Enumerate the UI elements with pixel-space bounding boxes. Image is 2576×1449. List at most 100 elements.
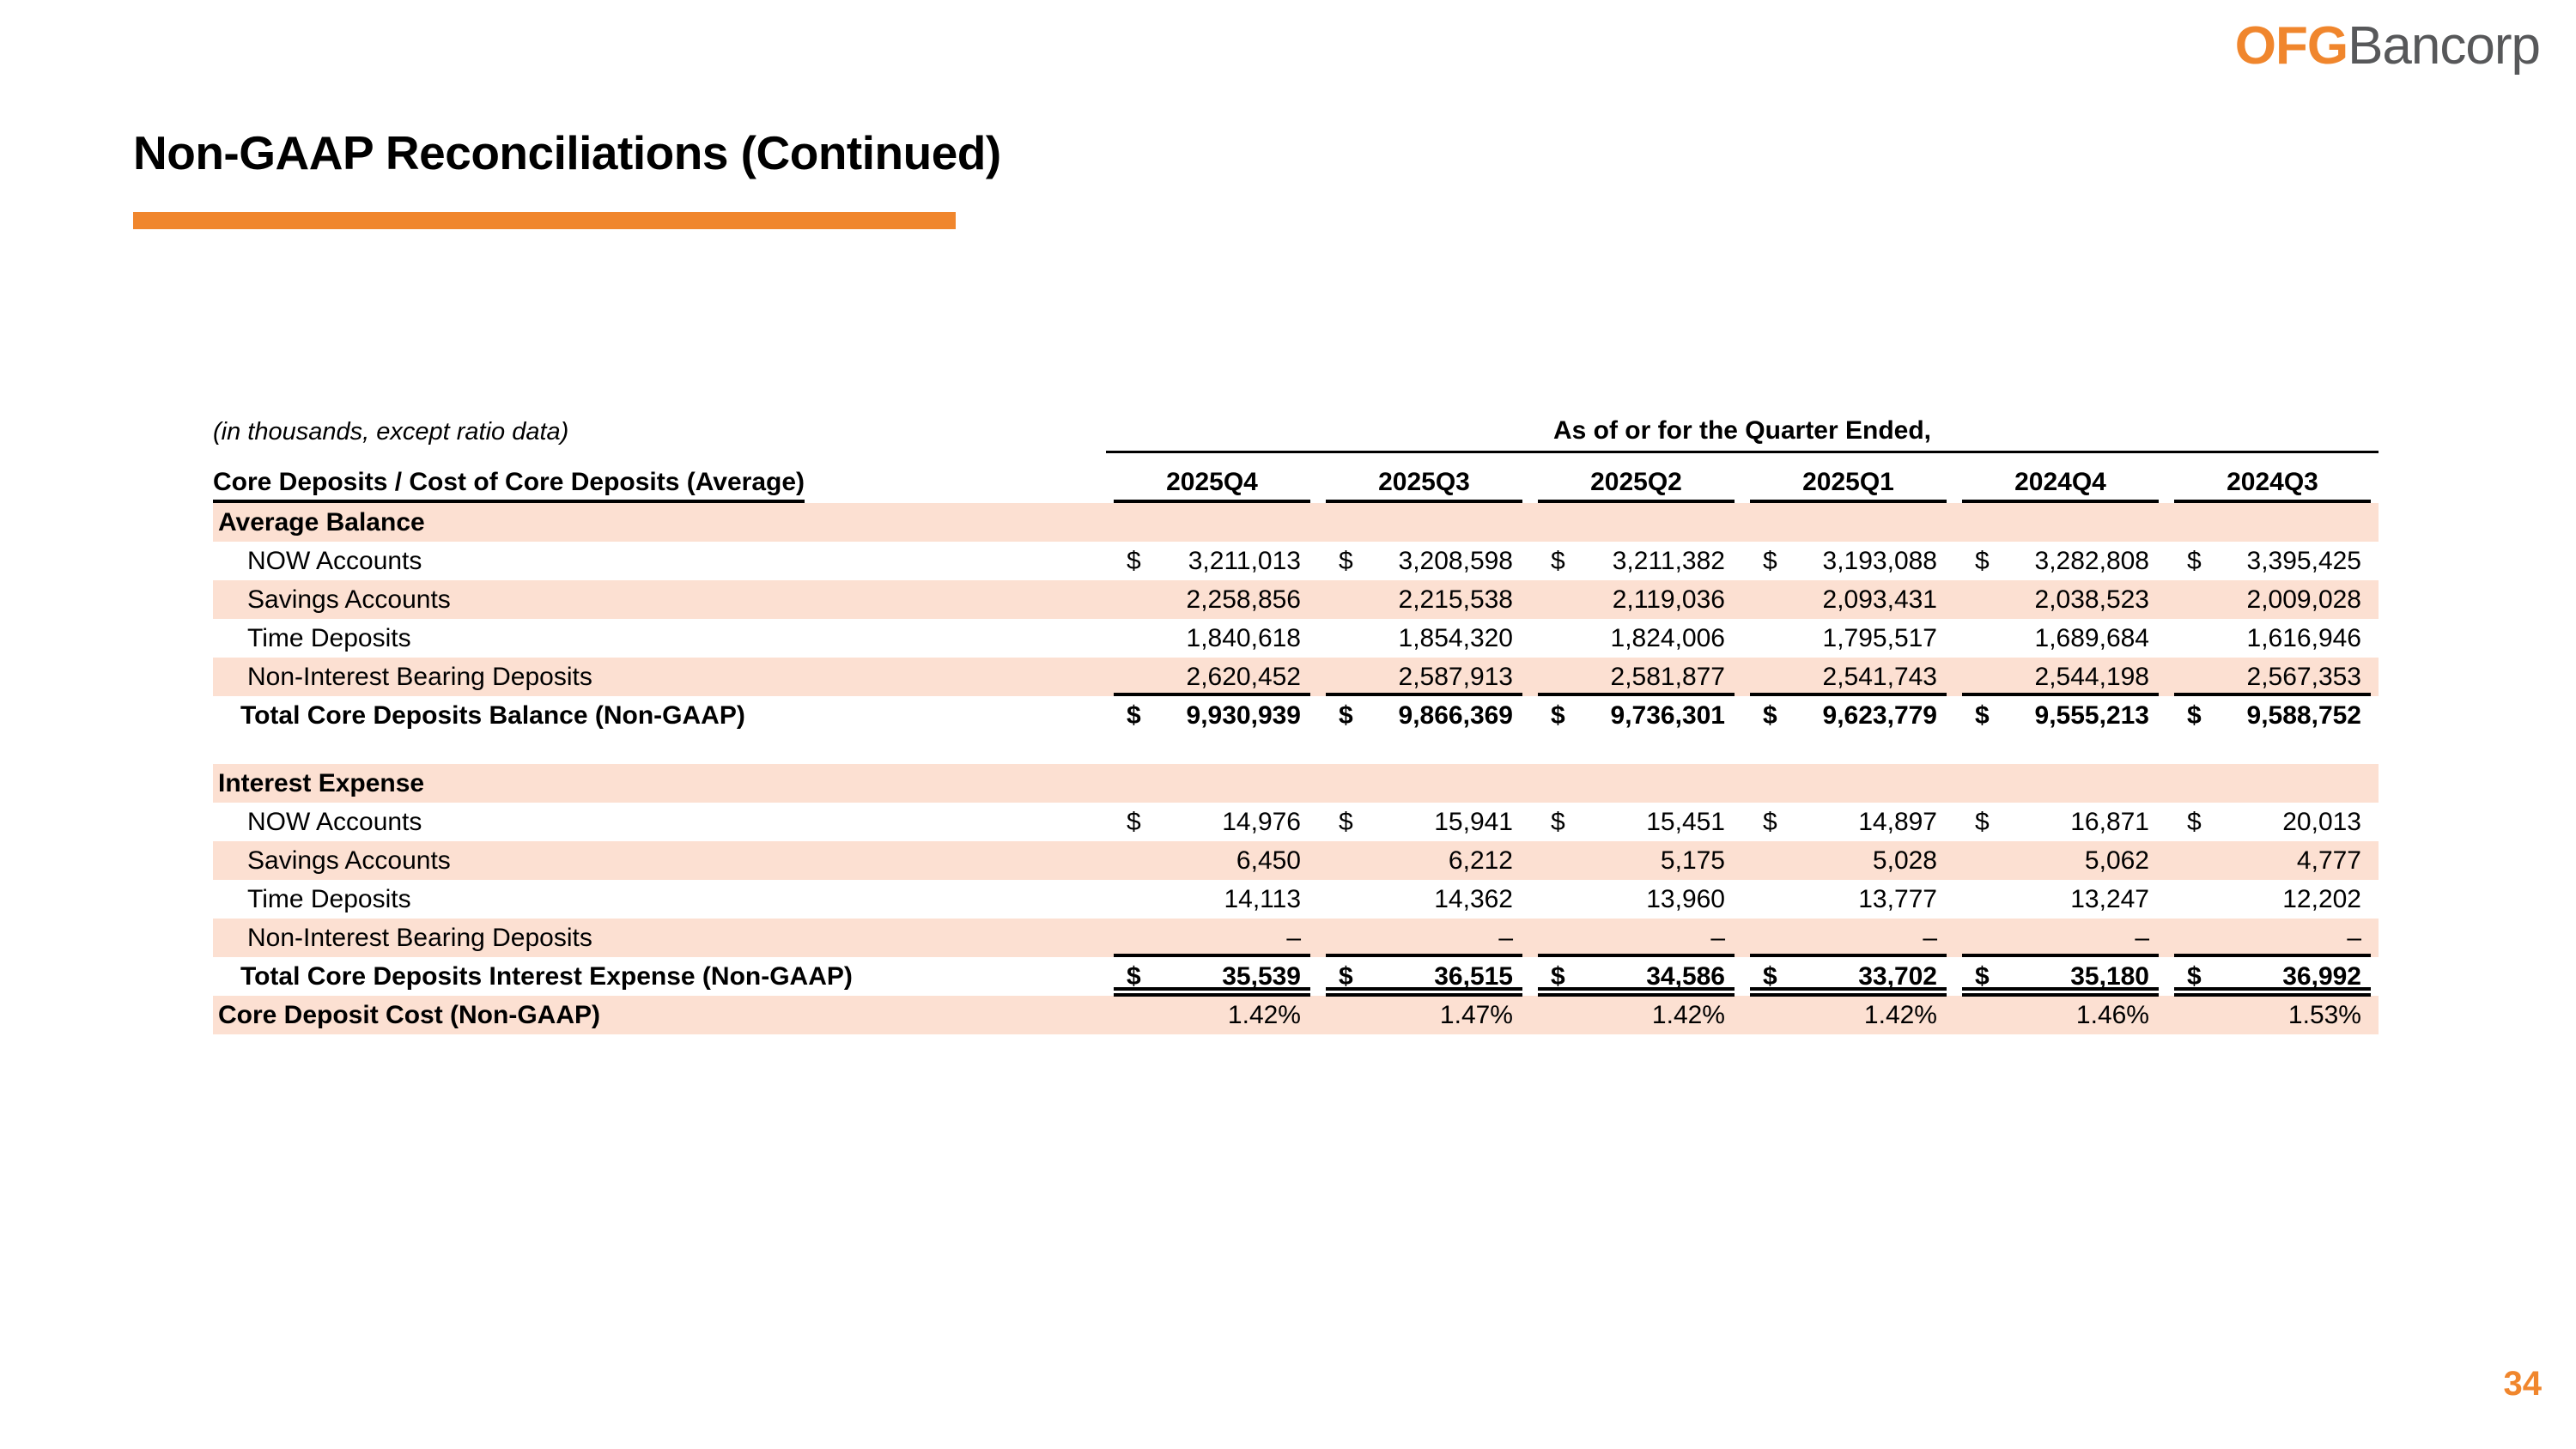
- value-cell-2025q3: 14,362: [1318, 880, 1530, 919]
- column-header-row: Core Deposits / Cost of Core Deposits (A…: [213, 453, 2379, 503]
- cell-value: 2,093,431: [1822, 585, 1937, 614]
- value-cell-2025q2: 13,960: [1530, 880, 1742, 919]
- dollar-sign: $: [1339, 808, 1353, 836]
- value-cell-2025q2: –: [1530, 919, 1742, 957]
- cell-value: 2,544,198: [2034, 663, 2149, 691]
- column-header-label: 2024Q3: [2174, 468, 2371, 503]
- row-label: Non-Interest Bearing Deposits: [247, 663, 592, 691]
- table-row-now-accounts: NOW Accounts $3,211,013 $3,208,598 $3,211,3…: [213, 542, 2379, 580]
- value-cell-2025q3: 1.47%: [1318, 996, 1530, 1034]
- dollar-sign: $: [2187, 962, 2202, 991]
- row-label: Average Balance: [218, 508, 425, 537]
- value-cell-2025q3: $15,941: [1318, 803, 1530, 841]
- value-cell-2025q4: 6,450: [1106, 841, 1318, 880]
- row-label: Interest Expense: [218, 769, 425, 797]
- row-label: NOW Accounts: [247, 547, 422, 575]
- quarter-group-header: As of or for the Quarter Ended,: [1106, 410, 2379, 453]
- cell-value: 1.42%: [1227, 1001, 1301, 1029]
- cell-value: 5,028: [1872, 846, 1937, 875]
- row-label: Core Deposit Cost (Non-GAAP): [218, 1001, 600, 1029]
- logo-suffix: Bancorp: [2348, 16, 2541, 76]
- value-cell-2025q1: 1.42%: [1742, 996, 1954, 1034]
- value-cell-2025q4: $35,539: [1106, 957, 1318, 997]
- cell-value: 9,623,779: [1822, 701, 1937, 730]
- column-header-2025q1: 2025Q1: [1742, 453, 1954, 503]
- cell-value: 2,038,523: [2034, 585, 2149, 614]
- cell-value: 1,824,006: [1610, 624, 1725, 652]
- column-header-label: 2025Q2: [1538, 468, 1735, 503]
- cell-value: 5,062: [2084, 846, 2149, 875]
- value-cell-2025q2: $15,451: [1530, 803, 1742, 841]
- cell-value: 2,567,353: [2246, 663, 2361, 691]
- column-header-2025q3: 2025Q3: [1318, 453, 1530, 503]
- table-row-savings-accounts: Savings Accounts 6,450 6,212 5,175 5,028 5,06…: [213, 841, 2379, 880]
- table-row-total-core-deposits-balance-non-gaap: Total Core Deposits Balance (Non-GAAP) $9…: [213, 696, 2379, 735]
- table-row-core-deposit-cost-non-gaap: Core Deposit Cost (Non-GAAP) 1.42% 1.47% 1.…: [213, 996, 2379, 1034]
- value-cell-2025q2: 2,581,877: [1530, 658, 1742, 696]
- cell-value: 6,450: [1236, 846, 1301, 875]
- value-cell-2025q3: $36,515: [1318, 957, 1530, 997]
- value-cell-2025q3: $9,866,369: [1318, 696, 1530, 735]
- cell-value: 1.53%: [2287, 1001, 2361, 1029]
- cell-value: 3,208,598: [1398, 547, 1513, 575]
- table-row-time-deposits: Time Deposits 1,840,618 1,854,320 1,824,006…: [213, 619, 2379, 658]
- row-label: Time Deposits: [247, 885, 411, 913]
- value-cell-2024q4: 2,038,523: [1954, 580, 2166, 619]
- table-row-non-interest-bearing-deposits: Non-Interest Bearing Deposits 2,620,452 2,…: [213, 658, 2379, 696]
- row-group-header: Core Deposits / Cost of Core Deposits (A…: [213, 453, 1106, 503]
- cell-value: 15,941: [1434, 808, 1513, 836]
- value-cell-2024q3: –: [2166, 919, 2379, 957]
- cell-value: 5,175: [1660, 846, 1725, 875]
- value-cell-2024q4: –: [1954, 919, 2166, 957]
- row-label: Total Core Deposits Balance (Non-GAAP): [240, 701, 745, 730]
- cell-value: 2,541,743: [1822, 663, 1937, 691]
- cell-value: 4,777: [2296, 846, 2361, 875]
- row-label: NOW Accounts: [247, 808, 422, 836]
- cell-value: 13,777: [1858, 885, 1937, 913]
- column-header-label: 2025Q3: [1326, 468, 1522, 503]
- dollar-sign: $: [1127, 701, 1141, 730]
- cell-value: 15,451: [1646, 808, 1725, 836]
- table-spacer-row: [213, 735, 2379, 764]
- row-label: Savings Accounts: [247, 846, 451, 875]
- value-cell-2025q2: $34,586: [1530, 957, 1742, 997]
- value-cell-2024q3: $20,013: [2166, 803, 2379, 841]
- cell-value: 35,539: [1222, 962, 1301, 991]
- cell-value: 1.46%: [2075, 1001, 2149, 1029]
- value-cell-2024q4: $3,282,808: [1954, 542, 2166, 580]
- value-cell-2024q3: $36,992: [2166, 957, 2379, 997]
- value-cell-2024q4: $9,555,213: [1954, 696, 2166, 735]
- cell-value: 34,586: [1646, 962, 1725, 991]
- cell-value: 1,689,684: [2034, 624, 2149, 652]
- cell-value: 9,930,939: [1186, 701, 1301, 730]
- cell-value: 3,193,088: [1822, 547, 1937, 575]
- table-row-non-interest-bearing-deposits: Non-Interest Bearing Deposits – – – – – –: [213, 919, 2379, 957]
- table-row-interest-expense: Interest Expense: [213, 764, 2379, 803]
- dollar-sign: $: [1339, 701, 1353, 730]
- dollar-sign: $: [1551, 701, 1565, 730]
- dollar-sign: $: [2187, 701, 2202, 730]
- dollar-sign: $: [1127, 808, 1141, 836]
- value-cell-2025q3: 6,212: [1318, 841, 1530, 880]
- value-cell-2025q4: 2,620,452: [1106, 658, 1318, 696]
- value-cell-2024q3: 1.53%: [2166, 996, 2379, 1034]
- value-cell-2024q3: 12,202: [2166, 880, 2379, 919]
- column-header-2024q3: 2024Q3: [2166, 453, 2379, 503]
- value-cell-2025q4: 2,258,856: [1106, 580, 1318, 619]
- dollar-sign: $: [1763, 701, 1777, 730]
- value-cell-2025q2: 2,119,036: [1530, 580, 1742, 619]
- value-cell-2025q2: $9,736,301: [1530, 696, 1742, 735]
- column-header-label: 2025Q1: [1750, 468, 1947, 503]
- value-cell-2025q1: 13,777: [1742, 880, 1954, 919]
- value-cell-2025q2: $3,211,382: [1530, 542, 1742, 580]
- core-deposits-table: (in thousands, except ratio data) As of …: [213, 410, 2379, 1034]
- value-cell-2024q4: 2,544,198: [1954, 658, 2166, 696]
- table-row-time-deposits: Time Deposits 14,113 14,362 13,960 13,777 13,…: [213, 880, 2379, 919]
- value-cell-2025q4: 1.42%: [1106, 996, 1318, 1034]
- dollar-sign: $: [2187, 808, 2202, 836]
- value-cell-2025q4: 14,113: [1106, 880, 1318, 919]
- dollar-sign: $: [1763, 808, 1777, 836]
- table-row-average-balance: Average Balance: [213, 503, 2379, 542]
- cell-value: –: [1923, 924, 1937, 952]
- page-title: Non-GAAP Reconciliations (Continued): [133, 126, 1001, 179]
